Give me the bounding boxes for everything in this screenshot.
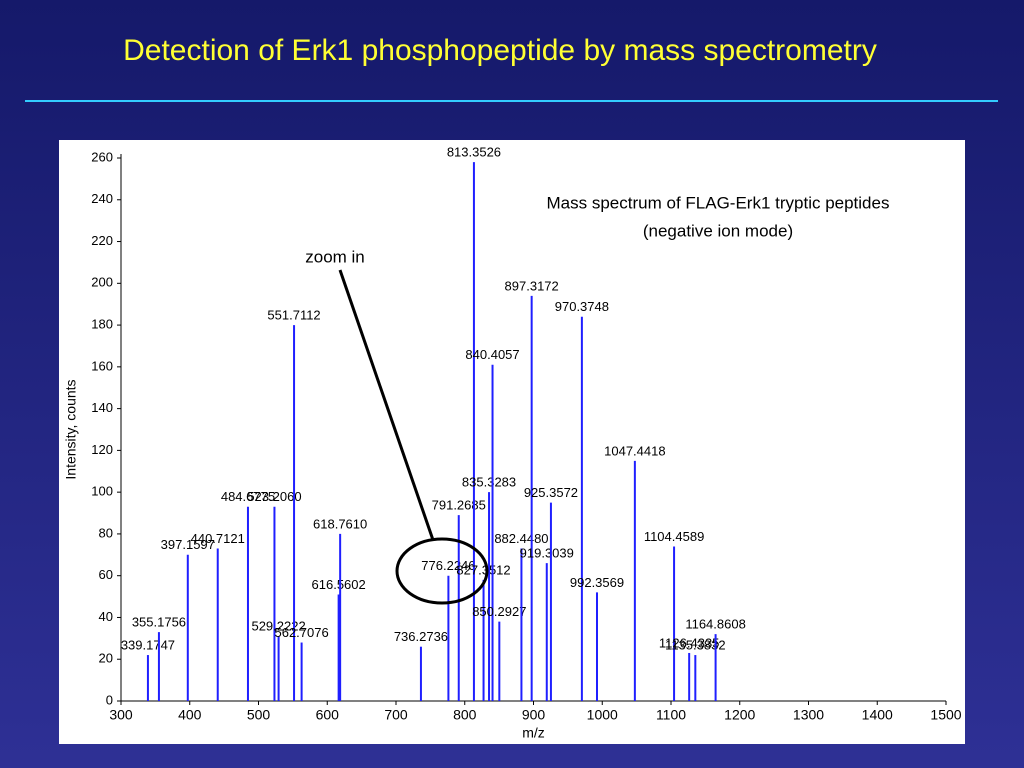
peak-label: 776.2246 <box>421 558 475 573</box>
peak-label: 397.1597 <box>161 537 215 552</box>
x-tick-label: 1300 <box>793 707 824 723</box>
x-tick-label: 1000 <box>587 707 618 723</box>
peak-label: 616.5602 <box>312 577 366 592</box>
y-tick-label: 20 <box>99 651 113 666</box>
peak-label: 562.7076 <box>274 625 328 640</box>
y-tick-label: 200 <box>91 275 113 290</box>
y-tick-label: 160 <box>91 358 113 373</box>
y-tick-label: 0 <box>106 692 113 707</box>
x-tick-label: 500 <box>247 707 271 723</box>
peak-label: 618.7610 <box>313 516 367 531</box>
peak-label: 919.3039 <box>520 546 574 561</box>
annotation: (negative ion mode) <box>643 221 793 240</box>
peak-label: 1047.4418 <box>604 443 665 458</box>
x-tick-label: 1500 <box>930 707 961 723</box>
x-tick-label: 1200 <box>724 707 755 723</box>
chart-panel <box>59 140 965 744</box>
chart: 0 20 40 60 80 100 120 140 160 180 200 220 240 260 300 4… <box>63 145 962 741</box>
peak-label: 897.3172 <box>505 278 559 293</box>
peak-label: 440.7121 <box>191 531 245 546</box>
y-tick-label: 100 <box>91 484 113 499</box>
peak-label: 484.6775 <box>221 489 275 504</box>
peak-label: 827.3512 <box>456 562 510 577</box>
zoom-circle <box>395 537 489 605</box>
y-tick-label: 80 <box>99 525 113 540</box>
x-tick-label: 1100 <box>656 707 686 723</box>
x-tick-label: 800 <box>453 707 477 723</box>
peak-label: 1104.4589 <box>644 529 705 544</box>
x-axis-label: m/z <box>522 725 545 741</box>
peak-label: 970.3748 <box>555 299 609 314</box>
peak-label: 355.1756 <box>132 615 186 630</box>
peak-label: 992.3569 <box>570 575 624 590</box>
peak-label: 835.3283 <box>462 475 516 490</box>
y-tick-label: 40 <box>99 609 113 624</box>
x-tick-label: 600 <box>316 707 340 723</box>
zoom-pointer <box>338 269 435 541</box>
peak-label: 882.4480 <box>494 531 548 546</box>
peak-label: 1135.3832 <box>665 637 726 652</box>
peak-label: 339.1747 <box>121 637 175 652</box>
peak-label: 523.2060 <box>247 489 301 504</box>
peak-label: 791.2685 <box>432 498 486 513</box>
peak-label: 551.7112 <box>267 308 320 323</box>
x-tick-label: 700 <box>384 707 408 723</box>
peak-label: 529.2222 <box>251 619 305 634</box>
peak-label: 813.3526 <box>447 145 501 160</box>
annotation: zoom in <box>305 247 365 266</box>
y-axis-label: Intensity, counts <box>63 379 79 479</box>
peak-label: 1126.4335 <box>659 635 720 650</box>
peak-label: 840.4057 <box>465 347 519 362</box>
y-tick-label: 220 <box>91 233 113 248</box>
y-tick-label: 140 <box>91 400 113 415</box>
x-tick-label: 300 <box>109 707 133 723</box>
x-tick-label: 1400 <box>862 707 893 723</box>
slide-title: Detection of Erk1 phosphopeptide by mass… <box>123 34 877 67</box>
annotation: Mass spectrum of FLAG-Erk1 tryptic pepti… <box>547 193 890 212</box>
y-tick-label: 240 <box>91 191 113 206</box>
peak-label: 850.2927 <box>472 604 526 619</box>
x-tick-label: 400 <box>178 707 202 723</box>
peak-label: 1164.8608 <box>685 617 746 632</box>
y-tick-label: 60 <box>99 567 113 582</box>
y-tick-label: 260 <box>91 149 113 164</box>
peak-label: 925.3572 <box>524 485 578 500</box>
y-tick-label: 120 <box>91 442 113 457</box>
x-tick-label: 900 <box>522 707 546 723</box>
y-tick-label: 180 <box>91 317 113 332</box>
peak-label: 736.2736 <box>394 629 448 644</box>
